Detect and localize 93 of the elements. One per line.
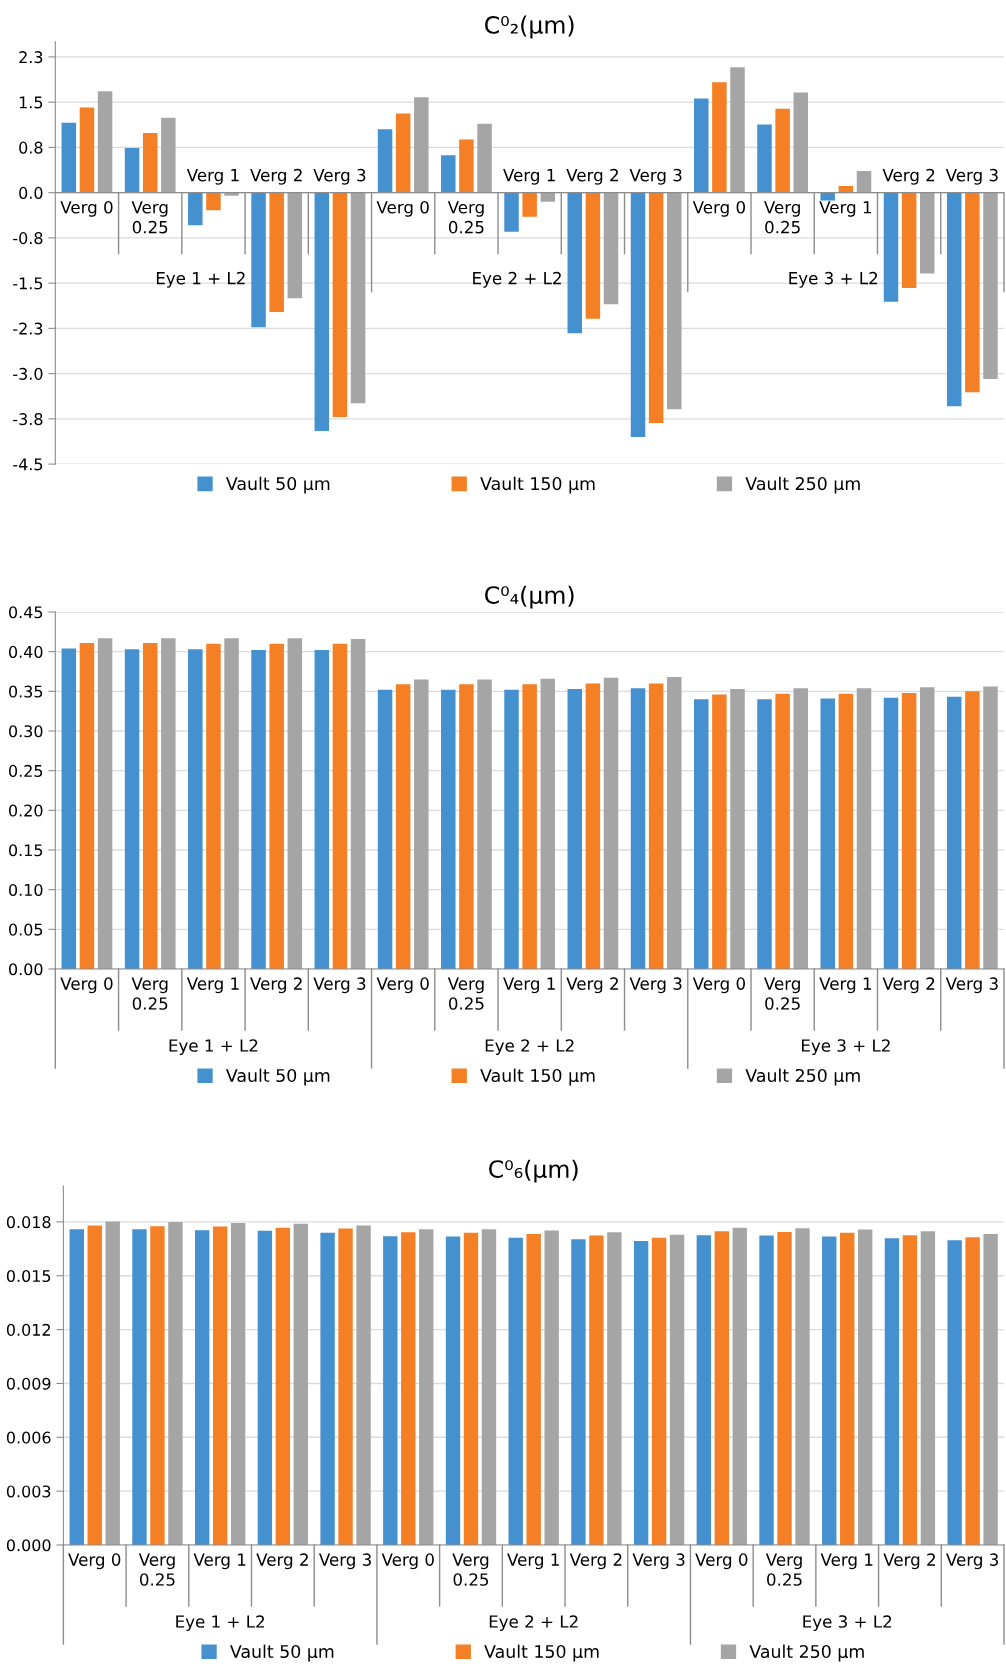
x-tick-label: Verg 0 [376,200,429,217]
y-tick-label: 0.003 [6,1485,51,1498]
y-tick-label: 0.20 [9,804,43,817]
x-tick-label: Verg 0 [376,977,429,994]
x-tick-label: Verg 1 [503,169,555,185]
x-tick-label: Verg 1 [193,1553,246,1570]
y-tick-label: 0.10 [9,883,43,896]
y-tick-label: 0.0 [19,186,43,199]
x-tick-label: Verg 3 [945,977,998,994]
text: Eye 1 + L2 [176,1615,264,1632]
y-tick-label: 0.015 [6,1269,51,1283]
x-tick-label: Verg 2 [566,977,618,994]
x-tick-label: Verg 0 [692,977,745,994]
y-tick-label: 0.00 [9,963,43,976]
legend-label: Vault 150 μm [480,1068,595,1086]
y-tick-label: 0.15 [9,844,43,857]
text: Eye 2 + L2 [485,1039,574,1056]
legend-label: Vault 50 μm [226,476,330,494]
y-tick-label: 0.006 [6,1431,51,1444]
text: Eye 3 + L2 [802,1039,890,1056]
x-tick-label: Verg 1 [819,201,872,217]
legend-label: Vault 250 μm [745,1068,860,1086]
x-tick-label: Verg 0.25 [764,977,800,1010]
x-tick-label: Verg 2 [569,1553,622,1570]
x-tick-label: Verg 0 [381,1553,434,1570]
legend-label: Vault 150 μm [484,1644,599,1662]
y-tick-label: 0.25 [9,764,43,777]
chart-title: C⁰₄(μm) [485,585,574,609]
x-tick-label: Verg 0 [695,1553,748,1570]
x-tick-label: Verg 1 [819,977,872,994]
x-tick-label: Verg 2 [256,1553,308,1570]
x-tick-label: Verg 2 [250,168,302,185]
legend-label: Vault 50 μm [226,1068,330,1086]
legend-label: Vault 50 μm [230,1644,334,1662]
x-tick-label: Verg 0 [68,1553,121,1570]
x-tick-label: Verg 0.25 [131,977,168,1010]
y-tick-label: 0.45 [9,606,43,619]
x-tick-label: Verg 0.25 [131,201,168,234]
x-tick-label: Verg 2 [566,168,618,185]
y-tick-label: -2.3 [13,322,43,335]
y-tick-label: 0.018 [6,1216,51,1229]
x-tick-label: Verg 0.25 [447,201,484,234]
x-tick-label: Verg 0.25 [764,201,800,234]
chart-title: C⁰₂(μm) [485,15,574,39]
text: Eye 3 + L2 [803,1615,892,1632]
x-tick-label: Verg 0.25 [138,1553,175,1586]
y-tick-label: 1.5 [19,96,43,109]
x-tick-label: Verg 3 [318,1553,371,1570]
x-tick-label: Verg 3 [313,977,366,994]
x-tick-label: Verg 3 [313,168,366,185]
x-tick-label: Verg 2 [250,977,302,994]
y-tick-label: -3.8 [13,413,43,426]
x-tick-label: Verg 1 [507,1553,559,1570]
y-tick-label: 0.8 [19,141,43,154]
x-tick-label: Verg 0.25 [447,977,484,1010]
legend-label: Vault 250 μm [749,1644,864,1662]
x-tick-label: Verg 1 [186,169,239,185]
x-tick-label: Verg 2 [883,1553,935,1570]
y-tick-label: -4.5 [13,458,43,471]
y-tick-label: 0.000 [6,1539,51,1552]
x-tick-label: Verg 3 [945,168,998,185]
x-tick-label: Verg 0.25 [765,1553,802,1586]
x-tick-label: Verg 0.25 [452,1553,489,1586]
chart-title: C⁰₆(μm) [489,1159,578,1183]
legend-label: Vault 250 μm [745,476,860,494]
y-tick-label: 0.009 [6,1377,51,1390]
y-tick-label: 0.30 [9,725,43,738]
text: Eye 1 + L2 [169,1039,258,1056]
x-tick-label: Verg 1 [503,977,555,994]
annotation: Eye 3 + L2 [789,271,878,288]
x-tick-label: Verg 3 [629,168,682,185]
y-tick-label: -3.0 [13,367,43,380]
x-tick-label: Verg 3 [629,977,682,994]
y-tick-label: 0.40 [9,645,43,658]
y-tick-label: -0.8 [13,232,43,245]
x-tick-label: Verg 2 [882,977,935,994]
y-tick-label: 0.012 [6,1323,50,1336]
x-tick-label: Verg 0 [60,977,113,994]
x-tick-label: Verg 2 [882,168,935,185]
y-tick-label: 0.05 [9,923,43,936]
x-tick-label: Verg 0 [692,200,745,217]
x-tick-label: Verg 1 [186,977,239,994]
text: Eye 2 + L2 [489,1615,578,1632]
x-tick-label: Verg 0 [60,200,113,217]
x-tick-label: Verg 3 [946,1553,998,1570]
annotation: Eye 1 + L2 [156,271,245,288]
legend-label: Vault 150 μm [480,476,595,494]
x-tick-label: Verg 3 [632,1553,685,1570]
y-tick-label: 2.3 [19,51,43,64]
annotation: Eye 2 + L2 [473,271,561,288]
y-tick-label: 0.35 [9,685,43,698]
y-tick-label: -1.5 [13,277,43,290]
x-tick-label: Verg 1 [820,1553,873,1570]
